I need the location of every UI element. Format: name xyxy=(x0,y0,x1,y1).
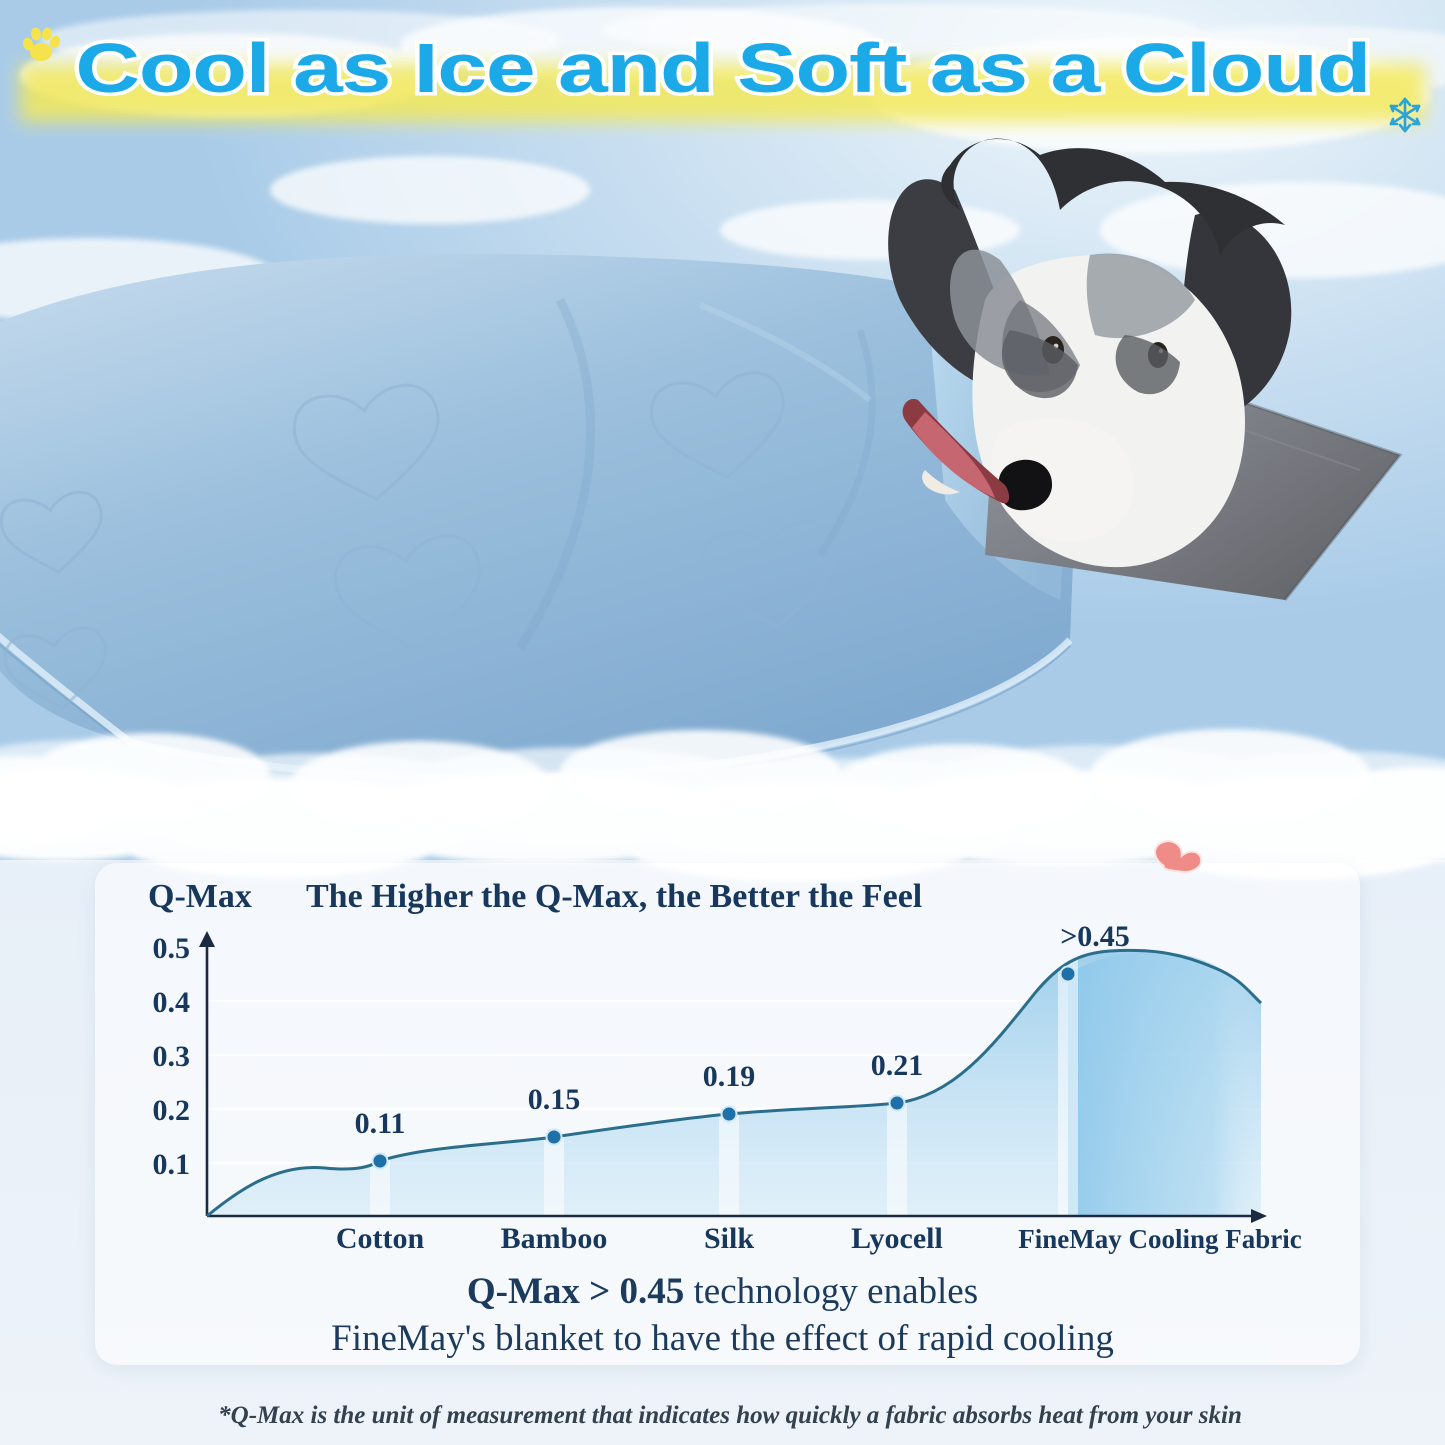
svg-text:0.21: 0.21 xyxy=(871,1049,924,1082)
svg-text:Cotton: Cotton xyxy=(336,1222,425,1255)
svg-text:0.3: 0.3 xyxy=(153,1040,191,1073)
svg-text:Bamboo: Bamboo xyxy=(501,1222,608,1255)
svg-text:0.19: 0.19 xyxy=(703,1060,756,1093)
svg-text:>0.45: >0.45 xyxy=(1060,920,1130,953)
svg-text:0.1: 0.1 xyxy=(153,1148,191,1181)
svg-text:FineMay Cooling Fabric: FineMay Cooling Fabric xyxy=(1018,1224,1301,1254)
svg-text:0.15: 0.15 xyxy=(528,1083,581,1116)
svg-text:0.2: 0.2 xyxy=(153,1094,191,1127)
svg-text:0.11: 0.11 xyxy=(355,1107,406,1140)
svg-text:0.4: 0.4 xyxy=(153,986,191,1019)
svg-text:Lyocell: Lyocell xyxy=(851,1222,943,1255)
svg-text:0.5: 0.5 xyxy=(153,932,191,965)
svg-text:Silk: Silk xyxy=(704,1222,754,1255)
